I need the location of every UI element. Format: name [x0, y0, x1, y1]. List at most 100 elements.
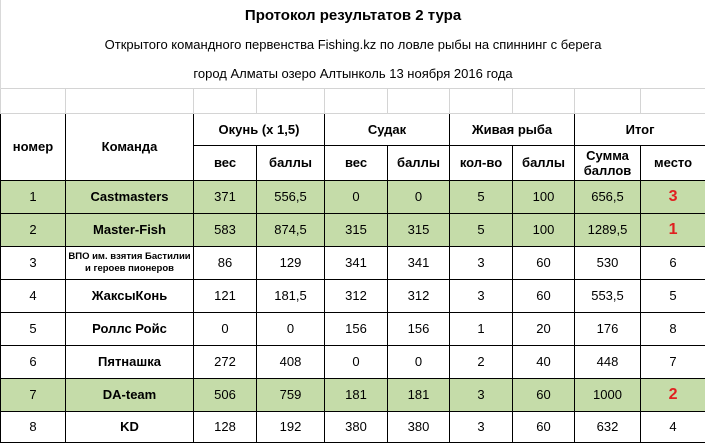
team-name: KD [65, 410, 194, 443]
header-perch: Окунь (х 1,5) [193, 112, 325, 146]
header-live-points: баллы [512, 144, 575, 181]
live-count: 2 [449, 344, 513, 379]
header-perch-points: баллы [256, 144, 325, 181]
live-count: 1 [449, 311, 513, 346]
live-points: 60 [512, 377, 575, 412]
empty-cell [639, 87, 705, 114]
live-points: 60 [512, 410, 575, 443]
perch-weight: 272 [193, 344, 257, 379]
empty-cell [574, 87, 641, 114]
team-name: ВПО им. взятия Бастилии и героев пионеро… [65, 245, 194, 280]
perch-points: 556,5 [256, 179, 325, 214]
live-points: 100 [512, 212, 575, 247]
sum-points: 553,5 [574, 278, 641, 313]
zander-points: 315 [387, 212, 450, 247]
live-count: 3 [449, 278, 513, 313]
live-count: 3 [449, 245, 513, 280]
perch-weight: 128 [193, 410, 257, 443]
perch-weight: 583 [193, 212, 257, 247]
place: 7 [639, 344, 705, 379]
live-points: 60 [512, 245, 575, 280]
header-zander-points: баллы [387, 144, 450, 181]
table-row: 5 Роллс Ройс 0 0 156 156 1 20 176 8 [0, 311, 705, 346]
live-points: 20 [512, 311, 575, 346]
sum-points: 530 [574, 245, 641, 280]
sum-points: 1000 [574, 377, 641, 412]
zander-points: 0 [387, 179, 450, 214]
header-number: номер [0, 112, 66, 181]
live-points: 40 [512, 344, 575, 379]
table-row: 2 Master-Fish 583 874,5 315 315 5 100 12… [0, 212, 705, 247]
table-row: 3 ВПО им. взятия Бастилии и героев пионе… [0, 245, 705, 280]
place: 2 [639, 377, 705, 412]
zander-points: 312 [387, 278, 450, 313]
table-row: 1 Castmasters 371 556,5 0 0 5 100 656,5 … [0, 179, 705, 214]
place: 1 [639, 212, 705, 247]
live-points: 100 [512, 179, 575, 214]
empty-cell [387, 87, 450, 114]
header-perch-weight: вес [193, 144, 257, 181]
row-number: 6 [0, 344, 66, 379]
perch-points: 759 [256, 377, 325, 412]
zander-weight: 341 [324, 245, 388, 280]
perch-weight: 0 [193, 311, 257, 346]
team-name: DA-team [65, 377, 194, 412]
place: 6 [639, 245, 705, 280]
zander-weight: 0 [324, 344, 388, 379]
zander-points: 341 [387, 245, 450, 280]
row-number: 5 [0, 311, 66, 346]
perch-points: 874,5 [256, 212, 325, 247]
team-name: ЖаксыКонь [65, 278, 194, 313]
empty-cell [324, 87, 388, 114]
place: 3 [639, 179, 705, 214]
header-team: Команда [65, 112, 194, 181]
empty-cell [512, 87, 575, 114]
sum-points: 632 [574, 410, 641, 443]
header-sum-points: Сумма баллов [574, 144, 641, 181]
row-number: 8 [0, 410, 66, 443]
place: 8 [639, 311, 705, 346]
team-name: Castmasters [65, 179, 194, 214]
empty-cell [193, 87, 257, 114]
subtitle-competition: Открытого командного первенства Fishing.… [0, 30, 705, 59]
zander-points: 0 [387, 344, 450, 379]
subtitle-location-date: город Алматы озеро Алтынколь 13 ноября 2… [0, 59, 705, 88]
header-live-fish: Живая рыба [449, 112, 575, 146]
zander-points: 156 [387, 311, 450, 346]
perch-weight: 371 [193, 179, 257, 214]
zander-weight: 0 [324, 179, 388, 214]
zander-points: 181 [387, 377, 450, 412]
perch-points: 0 [256, 311, 325, 346]
perch-points: 408 [256, 344, 325, 379]
row-number: 2 [0, 212, 66, 247]
table-row: 8 KD 128 192 380 380 3 60 632 4 [0, 410, 705, 443]
header-place: место [639, 144, 705, 181]
empty-cell [449, 87, 513, 114]
header-live-count: кол-во [449, 144, 513, 181]
zander-weight: 315 [324, 212, 388, 247]
live-count: 5 [449, 212, 513, 247]
table-row: 4 ЖаксыКонь 121 181,5 312 312 3 60 553,5… [0, 278, 705, 313]
zander-points: 380 [387, 410, 450, 443]
page-title: Протокол результатов 2 тура [0, 0, 705, 30]
sum-points: 176 [574, 311, 641, 346]
table-row: 6 Пятнашка 272 408 0 0 2 40 448 7 [0, 344, 705, 379]
live-count: 3 [449, 377, 513, 412]
live-count: 5 [449, 179, 513, 214]
zander-weight: 312 [324, 278, 388, 313]
header-total: Итог [573, 112, 705, 146]
row-number: 4 [0, 278, 66, 313]
zander-weight: 181 [324, 377, 388, 412]
row-number: 1 [0, 179, 66, 214]
zander-weight: 156 [324, 311, 388, 346]
team-name: Пятнашка [65, 344, 194, 379]
header-zander: Судак [324, 112, 450, 146]
team-name: Master-Fish [65, 212, 194, 247]
perch-points: 192 [256, 410, 325, 443]
row-number: 7 [0, 377, 66, 412]
header-zander-weight: вес [324, 144, 388, 181]
empty-cell [65, 87, 194, 114]
sum-points: 448 [574, 344, 641, 379]
